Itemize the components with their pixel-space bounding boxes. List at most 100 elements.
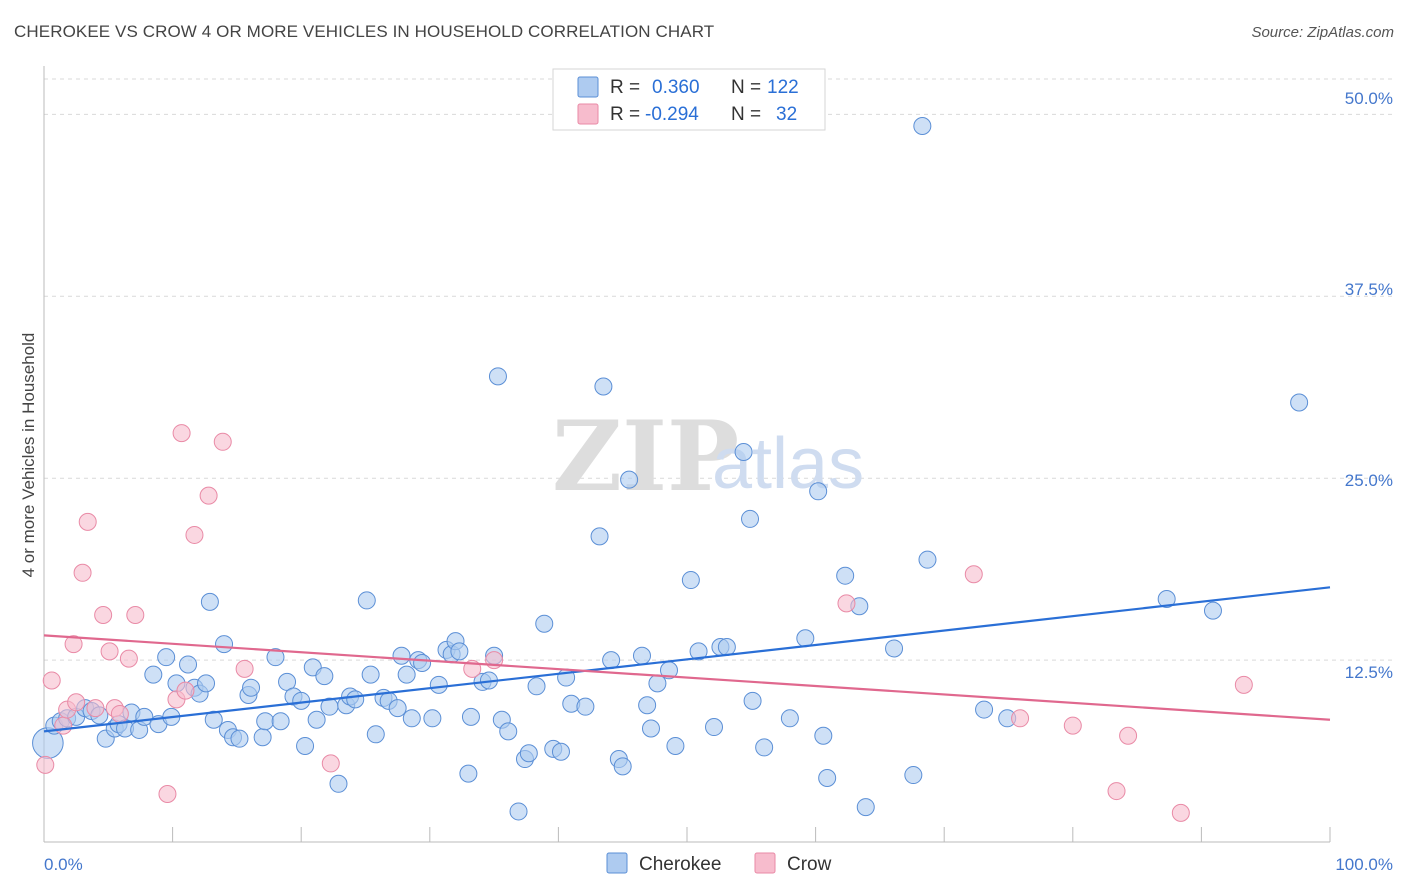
crow-point: [94, 605, 113, 624]
cherokee-point: [681, 571, 700, 590]
y-tick-label-25: 25.0%: [1345, 471, 1393, 490]
cherokee-point: [856, 798, 875, 817]
cherokee-point: [366, 725, 385, 744]
source-label: Source: ZipAtlas.com: [1251, 24, 1394, 41]
cherokee-point: [499, 722, 518, 741]
cherokee-point: [256, 712, 275, 731]
cherokee-point: [429, 675, 448, 694]
cherokee-point: [885, 639, 904, 658]
trend-layer: [43, 586, 1331, 733]
cherokee-point: [346, 690, 365, 709]
cherokee-point: [743, 691, 762, 710]
crow-point: [64, 635, 83, 654]
crow-point: [1107, 782, 1126, 801]
crow-point: [1119, 726, 1138, 745]
cherokee-point: [818, 768, 837, 787]
cherokee-point: [913, 117, 932, 136]
cherokee-point: [613, 757, 632, 776]
cherokee-point: [144, 665, 163, 684]
cherokee-point: [179, 655, 198, 674]
bottom-legend-swatch-cherokee: [606, 852, 628, 874]
axes-layer: [43, 66, 1331, 843]
crow-point: [54, 716, 73, 735]
cherokee-point: [1157, 589, 1176, 608]
crow-point: [213, 432, 232, 451]
crow-point: [964, 565, 983, 584]
cherokee-point: [1290, 393, 1309, 412]
cherokee-point: [836, 566, 855, 585]
bottom-legend-swatch-crow: [754, 852, 776, 874]
x-tick-label-max: 100.0%: [1335, 855, 1393, 874]
cherokee-point: [200, 592, 219, 611]
watermark: ZIP atlas: [552, 400, 864, 513]
cherokee-point: [594, 377, 613, 396]
legend-r-label-crow: R =: [610, 104, 640, 125]
y-axis-title: 4 or more Vehicles in Household: [19, 333, 38, 578]
cherokee-point: [397, 665, 416, 684]
y-tick-label-50: 50.0%: [1345, 89, 1393, 108]
legend-r-label-cherokee: R =: [610, 77, 640, 98]
cherokee-point: [357, 591, 376, 610]
cherokee-point: [975, 700, 994, 719]
cherokee-point: [918, 550, 937, 569]
cherokee-point: [157, 648, 176, 667]
cherokee-point: [705, 718, 724, 737]
cherokee-point: [459, 764, 478, 783]
cherokee-point: [809, 482, 828, 501]
cherokee-point: [197, 674, 216, 693]
cherokee-point: [461, 707, 480, 726]
crow-point: [321, 754, 340, 773]
cherokee-point: [796, 629, 815, 648]
crow-trend-line: [43, 634, 1331, 721]
cherokee-point: [450, 642, 469, 661]
cherokee-point: [741, 509, 760, 528]
watermark-atlas: atlas: [712, 424, 864, 504]
grid-layer: [44, 78, 1392, 661]
cherokee-point: [488, 367, 507, 386]
cherokee-point: [632, 646, 651, 665]
crow-point: [185, 525, 204, 544]
crow-point: [110, 704, 129, 723]
cherokee-point: [388, 699, 407, 718]
cherokee-point: [689, 642, 708, 661]
legend-r-value-crow: -0.294: [645, 104, 699, 125]
bottom-legend-label-cherokee: Cherokee: [639, 854, 721, 875]
legend-n-value-cherokee: 122: [767, 77, 799, 98]
cherokee-point: [266, 648, 285, 667]
cherokee-point: [527, 677, 546, 696]
cherokee-point: [717, 637, 736, 656]
cherokee-point: [648, 674, 667, 693]
watermark-zip: ZIP: [552, 400, 739, 513]
bottom-legend: Cherokee Crow: [606, 852, 832, 875]
cherokee-point: [641, 719, 660, 738]
cherokee-point: [271, 712, 290, 731]
cherokee-point: [307, 710, 326, 729]
crow-point: [235, 659, 254, 678]
cherokee-point: [590, 527, 609, 546]
crow-point: [158, 784, 177, 803]
bottom-legend-label-crow: Crow: [787, 854, 832, 875]
cherokee-point: [602, 651, 621, 670]
cherokee-point: [535, 614, 554, 633]
cherokee-point: [519, 744, 538, 763]
crow-point: [42, 671, 61, 690]
cherokee-point: [230, 729, 249, 748]
crow-point: [119, 649, 138, 668]
cherokee-point: [576, 697, 595, 716]
cherokee-point: [638, 696, 657, 715]
cherokee-point: [253, 728, 272, 747]
cherokee-point: [509, 802, 528, 821]
cherokee-point: [361, 665, 380, 684]
cherokee-point: [215, 635, 234, 654]
crow-point: [1063, 716, 1082, 735]
crow-point: [126, 605, 145, 624]
cherokee-point: [242, 678, 261, 697]
cherokee-point: [666, 736, 685, 755]
cherokee-trend-line: [43, 586, 1331, 733]
cherokee-point: [392, 646, 411, 665]
cherokee-point: [904, 766, 923, 785]
cherokee-point: [780, 709, 799, 728]
cherokee-point: [204, 710, 223, 729]
crow-point: [837, 594, 856, 613]
